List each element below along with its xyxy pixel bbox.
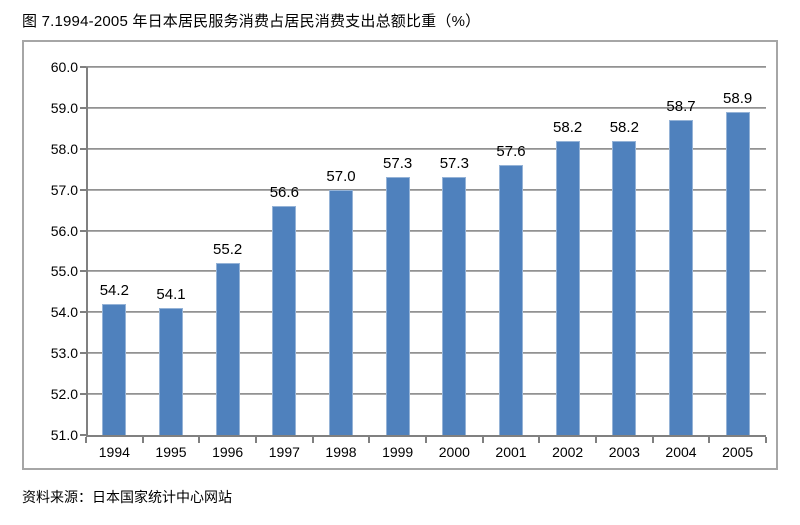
bar-value-label: 58.7: [666, 98, 696, 116]
x-axis-tick: [538, 437, 541, 443]
bar-value-label: 58.9: [723, 89, 753, 107]
y-axis-tick: [80, 66, 86, 68]
x-axis-tick-label: 1995: [155, 444, 187, 460]
y-axis-line: [86, 67, 88, 435]
bar-value-label: 57.3: [439, 155, 469, 173]
y-axis-tick-label: 57.0: [50, 181, 78, 198]
x-axis-tick-label: 2000: [438, 444, 470, 460]
x-axis-tick: [708, 437, 711, 443]
bar: [725, 111, 750, 435]
y-axis-tick: [80, 188, 86, 191]
gridline: [86, 66, 766, 68]
y-axis-tick-label: 56.0: [50, 222, 78, 239]
bar: [215, 263, 240, 435]
y-axis-tick: [80, 147, 86, 150]
x-axis-tick: [425, 437, 427, 443]
x-axis-tick: [368, 437, 371, 443]
x-axis-tick-label: 2001: [495, 444, 527, 460]
x-axis-tick-label: 1996: [212, 444, 244, 460]
bar: [612, 140, 637, 435]
bar-value-label: 58.2: [553, 118, 583, 136]
chart-title: 图 7.1994-2005 年日本居民服务消费占居民消费支出总额比重（%）: [22, 13, 481, 30]
x-axis-tick-label: 2003: [608, 444, 640, 460]
chart-frame: 51.0 52.0 53.0 54.0 55.0 56.0 57.0 58.0 59.0 60.0…: [22, 40, 778, 470]
plot-area: 51.0 52.0 53.0 54.0 55.0 56.0 57.0 58.0 59.0 60.0…: [24, 42, 776, 468]
x-axis-tick: [311, 437, 314, 443]
bar: [669, 120, 693, 435]
y-axis-tick: [80, 393, 86, 396]
y-axis-tick: [80, 229, 86, 232]
source-note: 资料来源：日本国家统计中心网站: [22, 489, 232, 505]
x-axis-tick-label: 1999: [382, 444, 414, 460]
bar-value-label: 57.3: [383, 155, 413, 173]
bar: [385, 177, 410, 435]
gridline: [86, 229, 766, 232]
bar-value-label: 54.2: [99, 282, 129, 300]
gridline: [86, 147, 766, 150]
y-axis-tick: [80, 270, 86, 273]
bar-value-label: 57.0: [326, 167, 356, 185]
gridline: [86, 106, 766, 109]
gridline: [86, 352, 766, 355]
bar-value-label: 58.2: [609, 118, 639, 136]
x-axis-tick: [198, 437, 201, 443]
x-axis-tick-label: 2005: [722, 444, 754, 460]
bar-value-label: 54.1: [156, 286, 186, 304]
y-axis-tick: [80, 434, 86, 436]
bar-value-label: 55.2: [213, 241, 243, 259]
bar: [442, 177, 467, 435]
bar: [499, 165, 523, 435]
x-axis-line: [86, 435, 766, 437]
y-axis-tick: [80, 352, 86, 355]
gridline: [86, 270, 766, 273]
bar: [272, 206, 297, 435]
bar-value-label: 56.6: [269, 184, 299, 202]
x-axis-tick-label: 1994: [98, 444, 130, 460]
x-axis-tick: [651, 437, 654, 443]
x-axis-tick-label: 2004: [665, 444, 697, 460]
gridline: [86, 311, 766, 314]
x-axis-tick: [141, 437, 144, 443]
x-axis-tick: [481, 437, 484, 443]
y-axis-tick: [80, 311, 86, 314]
bar: [555, 140, 580, 435]
y-axis-tick: [80, 106, 86, 109]
y-axis-tick-label: 58.0: [50, 140, 78, 157]
gridline: [86, 393, 766, 396]
y-axis-tick-label: 52.0: [50, 386, 78, 403]
bar: [159, 308, 183, 435]
y-axis-tick-label: 60.0: [50, 59, 78, 75]
x-axis-tick: [595, 437, 597, 443]
x-axis-tick: [255, 437, 257, 443]
x-axis-tick-label: 1997: [268, 444, 300, 460]
x-axis-tick-label: 1998: [325, 444, 357, 460]
bar-value-label: 57.6: [496, 143, 526, 161]
y-axis-tick-label: 53.0: [50, 345, 78, 362]
bar: [329, 189, 353, 435]
bar: [102, 304, 127, 435]
x-axis-tick: [765, 437, 767, 443]
gridline: [86, 188, 766, 191]
y-axis-tick-label: 51.0: [50, 427, 78, 443]
x-axis-tick: [85, 437, 87, 443]
y-axis-tick-label: 55.0: [50, 263, 78, 280]
y-axis-tick-label: 59.0: [50, 99, 78, 116]
y-axis-tick-label: 54.0: [50, 304, 78, 321]
x-axis-tick-label: 2002: [552, 444, 584, 460]
